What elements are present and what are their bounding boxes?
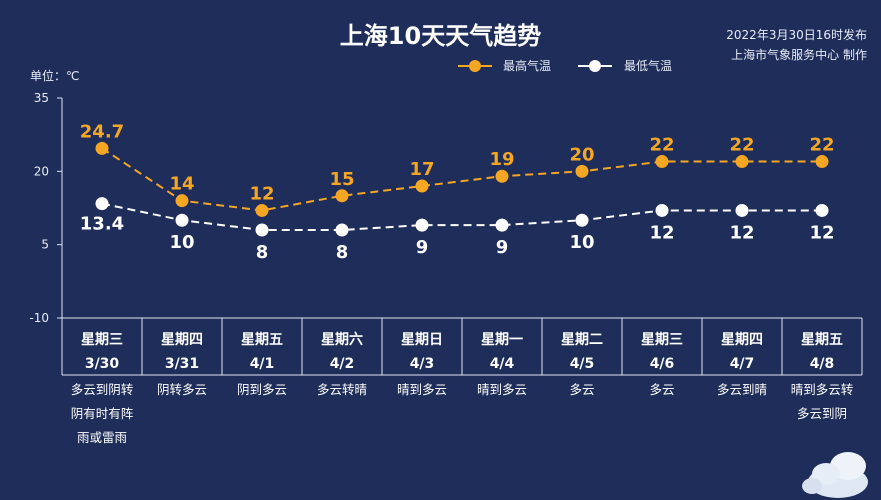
series-points	[95, 141, 829, 237]
high-temperature-label: 14	[169, 174, 194, 195]
low-temperature-point	[95, 197, 109, 211]
date-label: 4/6	[650, 356, 675, 372]
date-label: 4/3	[410, 356, 435, 372]
high-temperature-point	[815, 155, 829, 169]
low-temperature-label: 8	[336, 242, 349, 263]
weekday-label: 星期二	[561, 332, 603, 348]
low-temperature-label: 8	[256, 242, 269, 263]
high-temperature-point	[95, 141, 109, 155]
series-lines	[101, 147, 822, 231]
low-temperature-label: 9	[416, 237, 429, 258]
high-temperature-label: 22	[649, 135, 674, 156]
weather-description: 多云	[649, 382, 674, 397]
weather-description: 多云到阴	[797, 406, 847, 421]
data-labels: 24.7 14 12 15 17 19 20 22 22 22 13.4 10 8 8 9 9 10 12 12 12	[80, 121, 835, 263]
low-legend-label: 最低气温	[624, 58, 672, 73]
high-legend-label: 最高气温	[503, 58, 551, 73]
date-label: 4/7	[730, 356, 755, 372]
low-temperature-point	[335, 223, 349, 237]
weather-description: 多云到晴	[717, 382, 767, 397]
weather-description: 阴到多云	[237, 382, 287, 397]
high-temperature-label: 17	[409, 159, 434, 180]
high-temperature-point	[495, 169, 509, 183]
low-temperature-label: 10	[569, 232, 594, 253]
weekday-label: 星期六	[321, 331, 363, 348]
weather-description: 雨或雷雨	[77, 430, 127, 445]
low-temperature-point	[575, 213, 589, 227]
weekday-label: 星期五	[801, 332, 843, 348]
date-label: 4/1	[250, 356, 275, 372]
low-temperature-label: 9	[496, 237, 509, 258]
date-label: 4/4	[490, 356, 515, 372]
weekday-label: 星期五	[241, 332, 283, 348]
low-temperature-label: 12	[729, 222, 754, 243]
high-temperature-point	[255, 203, 269, 217]
publish-time: 2022年3月30日16时发布	[726, 28, 867, 42]
weekday-label: 星期三	[641, 332, 683, 348]
low-temperature-label: 12	[809, 222, 834, 243]
weather-description: 晴到多云	[397, 382, 447, 397]
weather-description: 多云	[569, 382, 594, 397]
y-tick-label: 20	[34, 164, 49, 178]
high-temperature-label: 12	[249, 183, 274, 204]
low-temperature-point	[175, 213, 189, 227]
y-tick-label: 5	[41, 238, 49, 252]
date-label: 4/5	[570, 356, 595, 372]
high-temperature-label: 20	[569, 144, 594, 165]
high-temperature-label: 24.7	[80, 121, 124, 142]
date-label: 4/8	[810, 356, 835, 372]
high-temperature-point	[575, 164, 589, 178]
weekday-label: 星期日	[401, 332, 443, 348]
low-temperature-label: 12	[649, 222, 674, 243]
low-temperature-point	[495, 218, 509, 232]
cloud-icon	[802, 452, 868, 498]
y-axis: 35 20 5 -10	[29, 91, 63, 375]
publish-info: 2022年3月30日16时发布 上海市气象服务中心 制作	[726, 25, 867, 65]
high-temperature-point	[655, 155, 669, 169]
low-temperature-label: 10	[169, 232, 194, 253]
weather-description: 多云到阴转	[71, 382, 134, 397]
legend: 最高气温 最低气温	[458, 58, 672, 73]
low-temperature-point	[815, 203, 829, 217]
low-temperature-point	[255, 223, 269, 237]
chart-title: 上海10天天气趋势	[339, 22, 542, 50]
date-label: 3/31	[165, 356, 199, 372]
low-temperature-point	[735, 203, 749, 217]
high-temperature-point	[735, 155, 749, 169]
y-tick-label: 35	[34, 91, 49, 105]
low-temperature-point	[655, 203, 669, 217]
weather-description: 阴有时有阵	[71, 406, 134, 421]
high-temperature-label: 22	[729, 135, 754, 156]
high-temperature-point	[335, 189, 349, 203]
weekday-label: 星期一	[481, 332, 523, 348]
high-temperature-label: 19	[489, 149, 514, 170]
low-temperature-label: 13.4	[80, 214, 124, 235]
low-temperature-point	[415, 218, 429, 232]
weekday-label: 星期四	[721, 332, 763, 348]
date-label: 4/2	[330, 356, 355, 372]
weather-description: 晴到多云	[477, 382, 527, 397]
weather-description: 晴到多云转	[791, 382, 854, 397]
publisher: 上海市气象服务中心 制作	[731, 48, 867, 62]
weather-description: 多云转晴	[317, 382, 367, 397]
high-temperature-point	[415, 179, 429, 193]
weather-description: 阴转多云	[157, 382, 207, 397]
high-temperature-line	[101, 147, 822, 212]
date-label: 3/30	[85, 356, 120, 372]
low-temperature-line	[101, 202, 822, 231]
high-legend-marker	[469, 60, 481, 72]
high-temperature-point	[175, 194, 189, 208]
weekday-label: 星期三	[81, 332, 123, 348]
weekday-label: 星期四	[161, 332, 203, 348]
unit-label: 单位：℃	[30, 69, 80, 83]
high-temperature-label: 15	[329, 169, 354, 190]
y-tick-label: -10	[29, 311, 49, 325]
high-temperature-label: 22	[809, 135, 834, 156]
low-legend-marker	[589, 60, 601, 72]
